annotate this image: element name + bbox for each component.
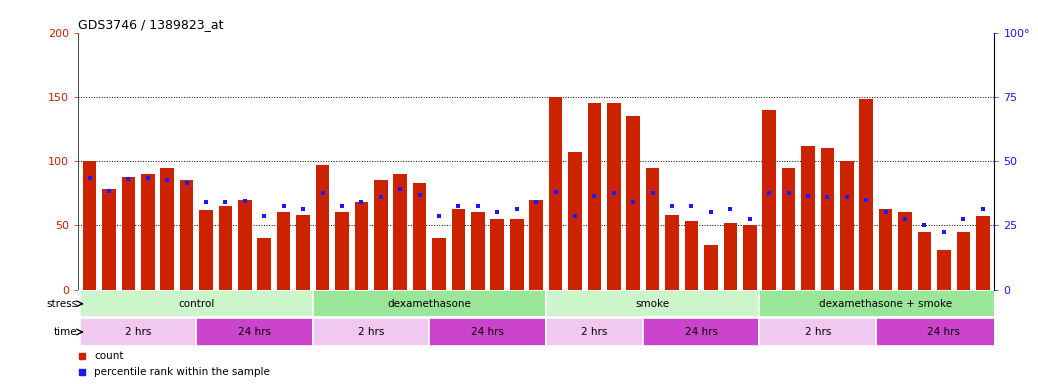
Bar bbox=[549, 97, 563, 290]
Text: dexamethasone + smoke: dexamethasone + smoke bbox=[819, 299, 952, 309]
Text: 24 hrs: 24 hrs bbox=[927, 327, 960, 337]
Bar bbox=[80, 318, 196, 346]
Bar bbox=[312, 290, 546, 317]
Text: dexamethasone: dexamethasone bbox=[387, 299, 471, 309]
Bar bbox=[898, 212, 911, 290]
Bar bbox=[83, 161, 97, 290]
Bar bbox=[238, 200, 251, 290]
Bar bbox=[760, 290, 1012, 317]
Bar bbox=[937, 250, 951, 290]
Bar bbox=[374, 180, 387, 290]
Bar bbox=[277, 212, 291, 290]
Bar bbox=[180, 180, 193, 290]
Bar bbox=[546, 290, 760, 317]
Text: GDS3746 / 1389823_at: GDS3746 / 1389823_at bbox=[78, 18, 223, 31]
Bar bbox=[588, 103, 601, 290]
Text: 24 hrs: 24 hrs bbox=[238, 327, 271, 337]
Bar bbox=[607, 103, 621, 290]
Bar bbox=[355, 202, 368, 290]
Bar bbox=[529, 200, 543, 290]
Bar bbox=[432, 238, 446, 290]
Bar bbox=[626, 116, 640, 290]
Bar bbox=[782, 167, 795, 290]
Bar bbox=[510, 219, 523, 290]
Bar bbox=[219, 206, 233, 290]
Bar bbox=[859, 99, 873, 290]
Bar bbox=[430, 318, 546, 346]
Bar bbox=[723, 223, 737, 290]
Bar bbox=[643, 318, 760, 346]
Bar bbox=[743, 225, 757, 290]
Text: control: control bbox=[179, 299, 215, 309]
Text: 2 hrs: 2 hrs bbox=[804, 327, 830, 337]
Bar bbox=[840, 161, 853, 290]
Bar bbox=[760, 318, 876, 346]
Bar bbox=[821, 148, 835, 290]
Bar bbox=[646, 167, 659, 290]
Text: count: count bbox=[94, 351, 124, 361]
Text: 24 hrs: 24 hrs bbox=[685, 327, 717, 337]
Text: 2 hrs: 2 hrs bbox=[358, 327, 384, 337]
Text: 24 hrs: 24 hrs bbox=[471, 327, 504, 337]
Bar bbox=[685, 222, 699, 290]
Text: percentile rank within the sample: percentile rank within the sample bbox=[94, 367, 270, 377]
Bar bbox=[312, 318, 430, 346]
Bar bbox=[568, 152, 581, 290]
Bar bbox=[491, 219, 504, 290]
Text: stress: stress bbox=[47, 299, 78, 309]
Bar bbox=[918, 232, 931, 290]
Bar bbox=[141, 174, 155, 290]
Bar bbox=[876, 318, 1012, 346]
Text: time: time bbox=[54, 327, 78, 337]
Bar bbox=[546, 318, 643, 346]
Bar bbox=[801, 146, 815, 290]
Bar bbox=[316, 165, 329, 290]
Bar bbox=[199, 210, 213, 290]
Bar bbox=[665, 215, 679, 290]
Text: smoke: smoke bbox=[635, 299, 670, 309]
Bar bbox=[413, 183, 427, 290]
Bar bbox=[161, 167, 174, 290]
Bar bbox=[879, 209, 893, 290]
Bar bbox=[121, 177, 135, 290]
Bar bbox=[471, 212, 485, 290]
Bar bbox=[80, 290, 312, 317]
Bar bbox=[102, 189, 115, 290]
Bar bbox=[296, 215, 310, 290]
Bar bbox=[957, 232, 971, 290]
Bar bbox=[393, 174, 407, 290]
Bar bbox=[196, 318, 312, 346]
Text: 2 hrs: 2 hrs bbox=[125, 327, 152, 337]
Bar bbox=[452, 209, 465, 290]
Text: 2 hrs: 2 hrs bbox=[581, 327, 607, 337]
Bar bbox=[704, 245, 717, 290]
Bar bbox=[762, 110, 776, 290]
Bar bbox=[335, 212, 349, 290]
Bar bbox=[257, 238, 271, 290]
Bar bbox=[976, 216, 989, 290]
